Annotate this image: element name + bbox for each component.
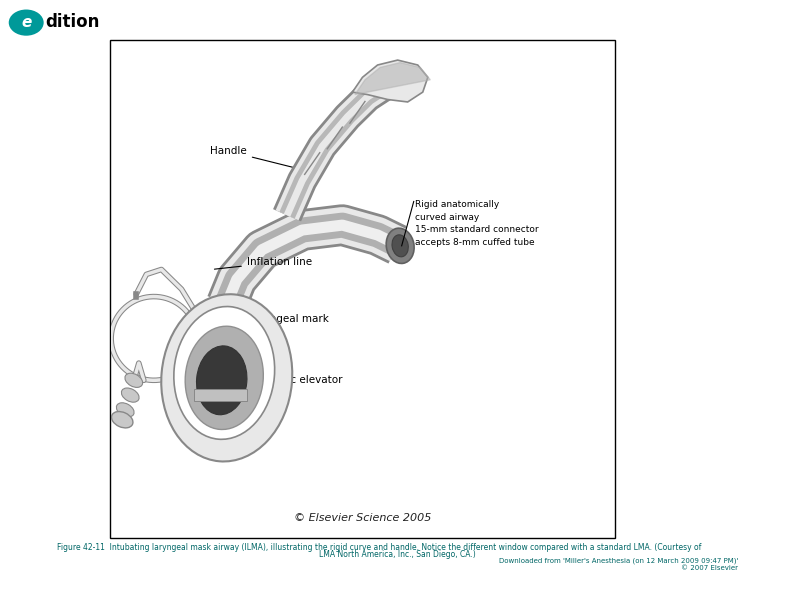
Text: © Elsevier Science 2005: © Elsevier Science 2005 (294, 513, 431, 523)
Ellipse shape (386, 228, 414, 264)
Polygon shape (355, 62, 430, 95)
Ellipse shape (125, 373, 143, 387)
Ellipse shape (111, 412, 133, 428)
Ellipse shape (121, 388, 139, 402)
Text: dition: dition (45, 13, 99, 31)
Text: e: e (21, 14, 32, 30)
Text: LMA North America, Inc., San Diego, CA.): LMA North America, Inc., San Diego, CA.) (318, 550, 476, 559)
Circle shape (9, 10, 44, 36)
Ellipse shape (174, 306, 275, 439)
Text: Figure 42-11  Intubating laryngeal mask airway (ILMA), illustrating the rigid cu: Figure 42-11 Intubating laryngeal mask a… (57, 543, 702, 552)
Text: Rigid anatomically
curved airway
15-mm standard connector
accepts 8-mm cuffed tu: Rigid anatomically curved airway 15-mm s… (415, 201, 539, 247)
Bar (110, 40, 615, 538)
Ellipse shape (161, 295, 292, 462)
Ellipse shape (185, 326, 264, 430)
Ellipse shape (196, 346, 247, 415)
Text: © 2007 Elsevier: © 2007 Elsevier (681, 565, 738, 571)
Text: Epiglottic elevator: Epiglottic elevator (219, 375, 342, 386)
Text: Inflation line: Inflation line (214, 257, 312, 269)
Text: Downloaded from 'Miller's Anesthesia (on 12 March 2009 09:47 PM)': Downloaded from 'Miller's Anesthesia (on… (499, 558, 738, 564)
Ellipse shape (392, 235, 408, 257)
Text: Handle: Handle (210, 146, 314, 173)
Ellipse shape (117, 403, 134, 417)
Polygon shape (353, 60, 428, 102)
Text: Laryngeal mark: Laryngeal mark (219, 314, 329, 324)
Polygon shape (194, 389, 247, 401)
